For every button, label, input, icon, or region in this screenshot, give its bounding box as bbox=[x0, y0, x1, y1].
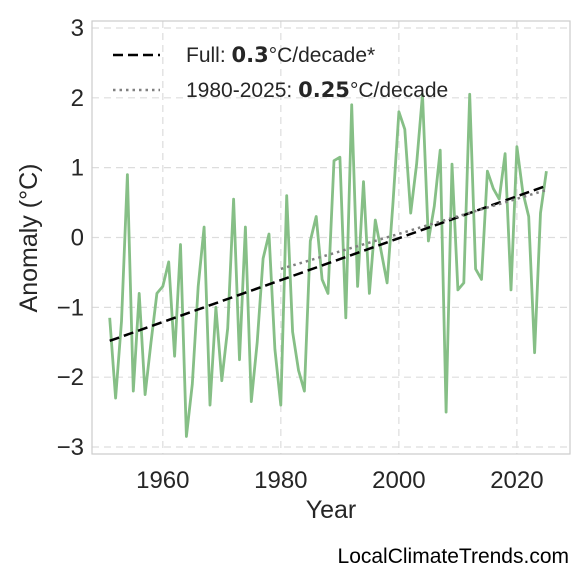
y-tick-label: −1 bbox=[57, 294, 84, 321]
legend-recent-trend-unit: °C/decade bbox=[350, 79, 448, 102]
x-tick-label: 2000 bbox=[372, 467, 425, 494]
legend-recent-trend-value: 0.25 bbox=[298, 78, 350, 102]
legend-full-trend-value: 0.3 bbox=[232, 43, 269, 67]
anomaly-series-line bbox=[108, 92, 548, 438]
legend: Full: 0.3°C/decade* 1980-2025: 0.25°C/de… bbox=[113, 43, 448, 102]
full-trend-line bbox=[109, 184, 547, 343]
x-axis-title: Year bbox=[306, 496, 357, 524]
legend-recent-trend-prefix: 1980-2025: bbox=[186, 79, 298, 102]
legend-recent-trend-label: 1980-2025: 0.25°C/decade bbox=[186, 78, 448, 102]
credit-text: LocalClimateTrends.com bbox=[337, 545, 569, 568]
y-tick-label: 1 bbox=[71, 155, 84, 182]
y-axis-ticks: −3 −2 −1 0 1 2 3 bbox=[57, 15, 84, 461]
plot-area-frame bbox=[91, 20, 571, 455]
legend-full-trend-label: Full: 0.3°C/decade* bbox=[186, 43, 375, 67]
chart-marks bbox=[108, 92, 548, 438]
y-tick-label: 2 bbox=[71, 85, 84, 112]
legend-full-trend-unit: °C/decade* bbox=[269, 44, 375, 67]
y-tick-label: 3 bbox=[71, 15, 84, 42]
y-tick-label: −2 bbox=[57, 364, 84, 391]
grid bbox=[92, 21, 570, 454]
y-tick-label: 0 bbox=[71, 225, 84, 252]
x-tick-label: 1960 bbox=[136, 467, 189, 494]
legend-full-trend-prefix: Full: bbox=[186, 44, 232, 67]
y-axis-title: Anomaly (°C) bbox=[15, 164, 43, 313]
recent-trend-line bbox=[280, 188, 547, 271]
y-tick-label: −3 bbox=[57, 434, 84, 461]
x-tick-label: 1980 bbox=[254, 467, 307, 494]
x-tick-label: 2020 bbox=[490, 467, 543, 494]
x-axis-ticks: 1960 1980 2000 2020 bbox=[136, 467, 543, 494]
